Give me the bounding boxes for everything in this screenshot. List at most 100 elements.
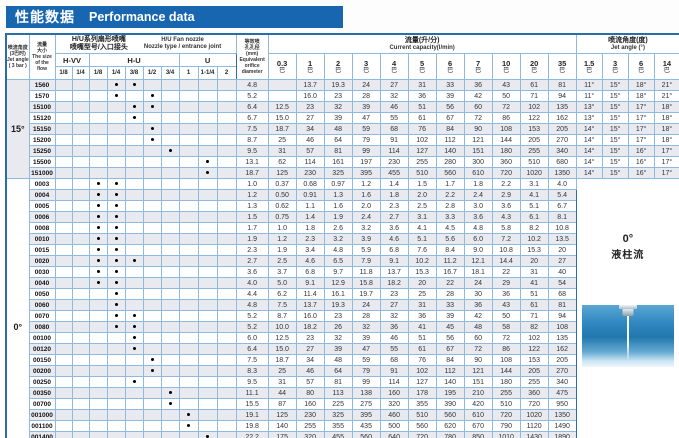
joint-cell-3/8 [124,233,144,245]
joint-cell-1/8 [88,365,108,377]
flow-value-10bar: 108 [491,123,521,135]
joint-cell-1/2 [142,233,162,245]
flow-value-3bar: 435 [351,420,381,432]
flow-value-2bar: 23 [323,310,353,322]
nozzle-group-zh: H/U系列扇形喷嘴 喷嘴型号/入口接头 [69,36,128,51]
flow-value-35bar: 205 [547,354,577,366]
flow-value-0.3bar [267,90,297,102]
joint-cell-3/4 [160,222,180,234]
table-row-0020: 0020 2.7 2.5 4.6 6.5 7.9 9.1 10.2 11.2 12.1 14.4 20… [6,255,679,267]
flow-value-10bar: 72 [491,332,521,344]
flow-value-3bar: 7.9 [351,255,381,267]
joint-cell-3/4 [160,277,180,289]
joint-cell-2 [216,134,237,146]
joint-cell-1/4 [106,255,126,267]
header-size-1-1/4: 1-1/4 [197,66,218,80]
joint-cell-1-1/4 [197,244,218,256]
joint-cell-2 [216,178,237,190]
flow-value-1bar: 27 [295,112,325,124]
flow-value-1bar: 18.2 [295,321,325,333]
flow-value-20bar: 51 [519,288,549,300]
flow-value-7bar: 24 [463,277,493,289]
joint-cell-1/8 [88,90,108,102]
joint-cell-1 [178,409,199,421]
flow-value-0.3bar: 62 [267,156,297,168]
flow-value-6bar: 112 [435,134,465,146]
flow-value-2bar: 9.7 [323,266,353,278]
flow-code: 151000 [28,167,56,179]
flow-value-3bar: 11.8 [351,266,381,278]
flow-value-4bar: 4.6 [379,233,409,245]
flow-value-1bar: 16.0 [295,90,325,102]
joint-cell-1 [178,79,199,91]
entrance-joint-dot [114,182,118,186]
flow-value-35bar: 5.4 [547,189,577,201]
joint-cell-1-1/4 [197,288,218,300]
joint-cell-1/4 [106,343,126,355]
flow-value-7bar: 90 [463,123,493,135]
joint-cell-2 [216,90,237,102]
joint-cell-1/8 [54,365,73,377]
flow-value-4bar: 68 [379,354,409,366]
pressure-value: 0.3 [276,58,288,68]
flow-value-4bar: 2.3 [379,200,409,212]
orifice-diameter: 6.4 [235,343,269,355]
joint-cell-1 [178,200,199,212]
header-size-1/4: 1/4 [106,66,126,80]
jet-angle-value-1.5bar: 14° [575,145,603,157]
joint-cell-1/2 [142,266,162,278]
flow-value-10bar: 2.2 [491,178,521,190]
flow-value-0.3bar: 8.7 [267,310,297,322]
joint-cell-1/4 [106,112,126,124]
flow-value-35bar: 20 [547,244,577,256]
joint-cell-1/4 [71,112,90,124]
entrance-joint-dot [114,303,118,307]
bar-unit: 巴 [663,67,670,74]
joint-cell-3/8 [124,387,144,399]
flow-value-5bar: 10.2 [407,255,437,267]
flow-value-4bar: 640 [379,431,409,438]
flow-value-6bar: 45 [435,321,465,333]
orifice-diameter: 6.0 [235,332,269,344]
joint-cell-1 [178,101,199,113]
joint-cell-1/4 [71,178,90,190]
flow-value-0.3bar: 1.2 [267,233,297,245]
joint-cell-1/2 [142,123,162,135]
flow-value-0.3bar: 44 [267,387,297,399]
flow-value-10bar: 36 [491,288,521,300]
flow-value-5bar: 127 [407,376,437,388]
flow-value-1bar: 16.0 [295,310,325,322]
joint-cell-1-1/4 [197,156,218,168]
flow-value-35bar: 135 [547,101,577,113]
table-row-001400: 001400 22.2 175 320 455 560 640 720 780 850 1010 14… [6,431,679,438]
flow-value-7bar: 18.1 [463,266,493,278]
jet-angle-value-1.5bar: 13° [575,101,603,113]
flow-value-6bar: 33 [435,299,465,311]
orifice-diameter: 6.4 [235,101,269,113]
jet-angle-value-3bar: 15° [601,79,629,91]
joint-cell-1-1/4 [197,321,218,333]
flow-value-35bar: 1350 [547,167,577,179]
joint-cell-1/8 [88,431,108,438]
joint-cell-1-1/4 [197,90,218,102]
header-size-3/4: 3/4 [160,66,180,80]
flow-value-3bar: 560 [351,431,381,438]
flow-value-6bar: 780 [435,431,465,438]
joint-cell-2 [216,200,237,212]
pressure-value: 6 [448,58,453,68]
pressure-value: 35 [557,58,567,68]
flow-value-5bar: 1.5 [407,178,437,190]
jet-angle-zero-label: 0° [622,233,634,245]
joint-cell-1/2 [142,277,162,289]
header-size-1/4: 1/4 [71,66,90,80]
joint-cell-1/4 [106,211,126,223]
entrance-joint-dot [96,248,100,252]
flow-value-3bar: 1.6 [351,189,381,201]
header-size-1/8: 1/8 [88,66,108,80]
entrance-joint-dot [114,94,118,98]
joint-cell-3/4 [160,365,180,377]
flow-value-7bar: 121 [463,365,493,377]
joint-cell-2 [216,431,237,438]
joint-cell-1/4 [106,354,126,366]
flow-value-7bar: 60 [463,332,493,344]
